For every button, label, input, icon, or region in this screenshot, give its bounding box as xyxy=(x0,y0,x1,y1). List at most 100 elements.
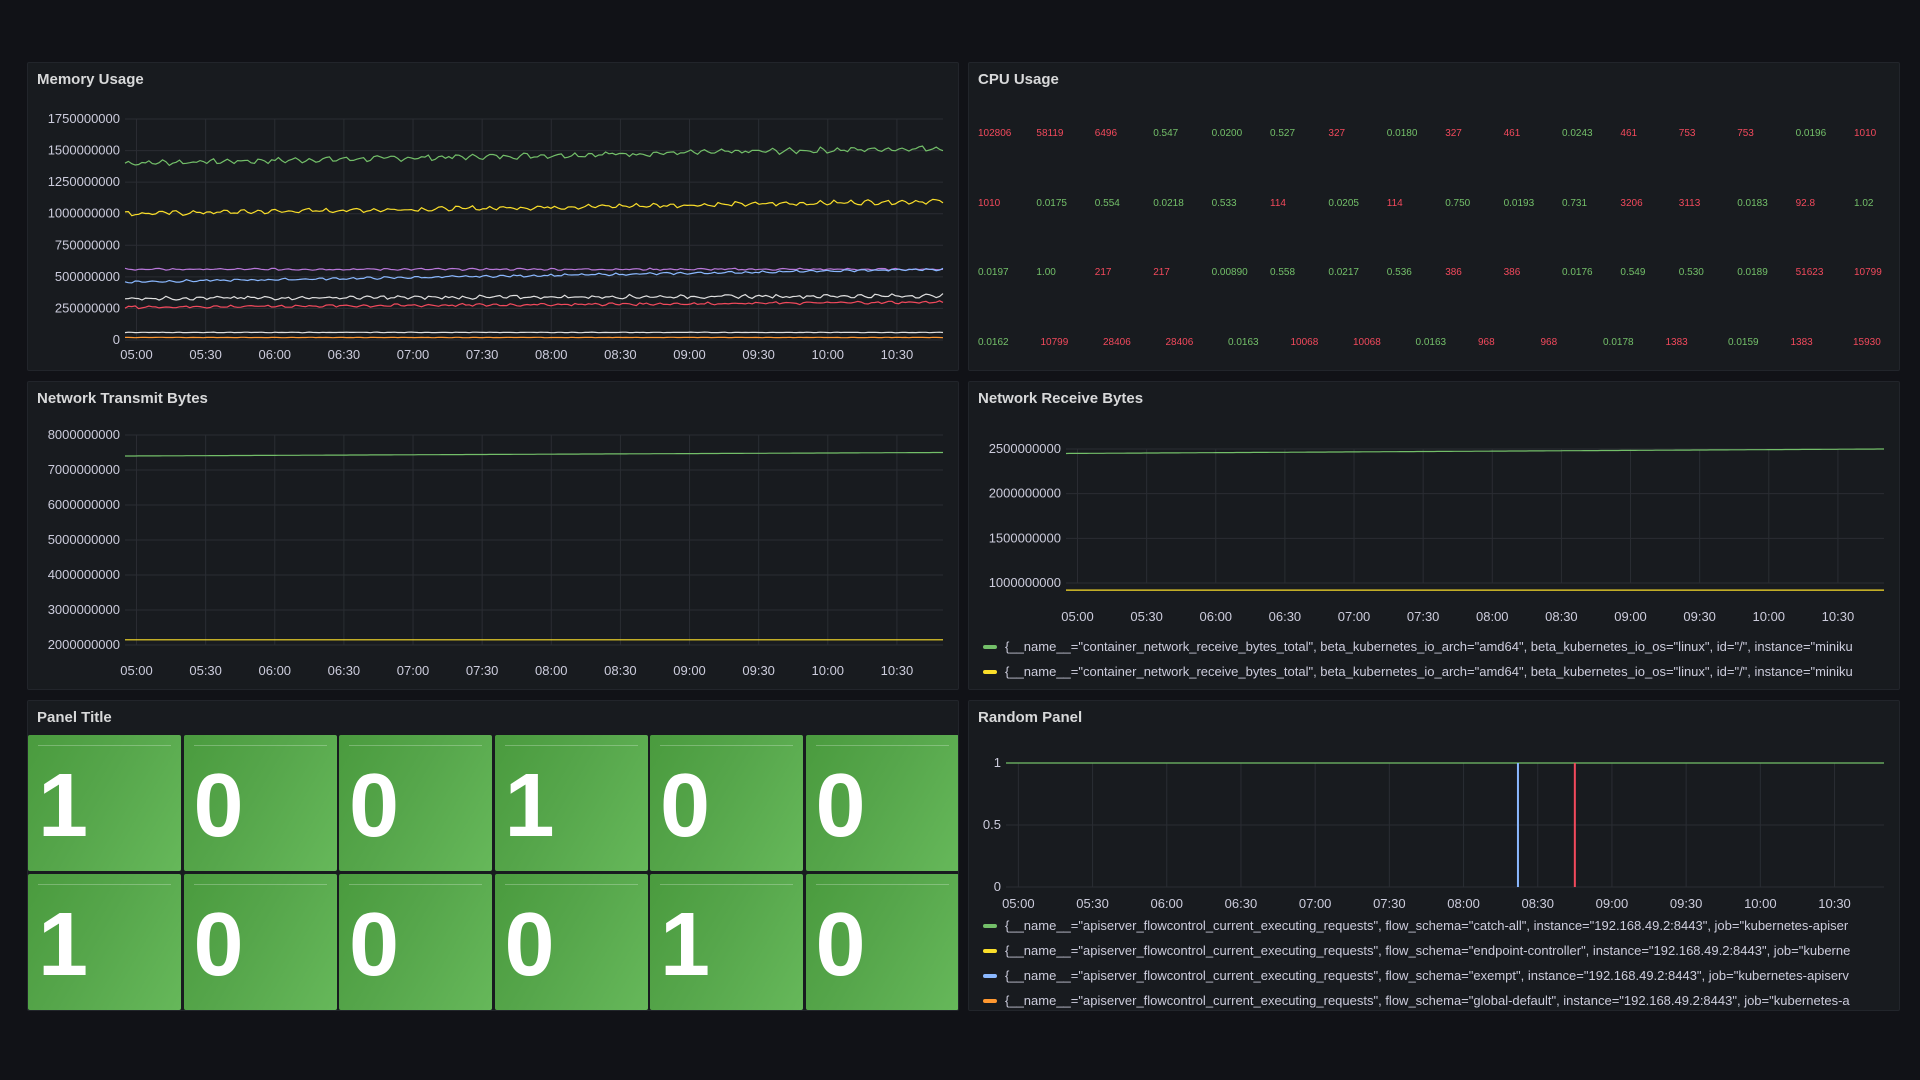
cpu-value: 1.00 xyxy=(1036,267,1056,278)
cpu-value: 58119 xyxy=(1036,128,1064,139)
y-tick-label: 1 xyxy=(994,755,1001,770)
cpu-value: 10799 xyxy=(1040,337,1069,348)
stat-value: 1 xyxy=(504,756,555,856)
legend-item[interactable]: {__name__="container_network_receive_byt… xyxy=(983,634,1893,659)
cpu-value: 0.530 xyxy=(1678,267,1704,278)
y-tick-label: 1250000000 xyxy=(48,174,120,189)
x-tick-label: 06:00 xyxy=(1150,896,1183,911)
memory-usage-panel: Memory Usage 1750000000 1500000000 1250000… xyxy=(27,62,959,371)
stat-sparkline xyxy=(815,883,949,885)
cpu-value: 1010 xyxy=(1854,128,1877,139)
cpu-value: 217 xyxy=(1153,267,1170,278)
stat-cell[interactable]: 1 xyxy=(650,873,803,1010)
cpu-value: 0.536 xyxy=(1386,267,1412,278)
cpu-value: 114 xyxy=(1270,198,1286,209)
legend-item[interactable]: {__name__="apiserver_flowcontrol_current… xyxy=(983,913,1893,938)
legend-item[interactable]: {__name__="container_network_receive_byt… xyxy=(983,659,1893,684)
stat-sparkline xyxy=(504,883,638,885)
net-rx-chart[interactable]: 2500000000 2000000000 1500000000 1000000000… xyxy=(969,382,1900,642)
cpu-value: 3113 xyxy=(1678,198,1701,209)
y-tick-label: 3000000000 xyxy=(48,602,120,617)
stat-sparkline xyxy=(660,883,793,885)
net-tx-chart[interactable]: 8000000000 7000000000 6000000000 5000000000… xyxy=(28,382,959,690)
y-tick-label: 7000000000 xyxy=(48,462,120,477)
x-tick-label: 10:00 xyxy=(1753,609,1786,624)
cpu-value: 102806 xyxy=(978,128,1012,139)
legend-swatch xyxy=(983,923,997,928)
stat-sparkline xyxy=(349,883,482,885)
cpu-value: 0.527 xyxy=(1270,128,1296,139)
stat-panel: Panel Title 1 0 0 1 0 0 1 0 0 0 1 0 xyxy=(27,700,959,1011)
x-tick-label: 06:30 xyxy=(328,663,361,678)
legend-item[interactable]: {__name__="apiserver_flowcontrol_current… xyxy=(983,963,1893,988)
y-tick-label: 6000000000 xyxy=(48,497,120,512)
cpu-value: 28406 xyxy=(1165,337,1194,348)
net-rx-legend: {__name__="container_network_receive_byt… xyxy=(983,634,1893,684)
y-tick-label: 0 xyxy=(113,332,120,347)
y-tick-label: 1000000000 xyxy=(48,206,120,221)
cpu-value: 0.0193 xyxy=(1503,198,1535,209)
x-tick-label: 05:30 xyxy=(189,347,222,362)
legend-label: {__name__="apiserver_flowcontrol_current… xyxy=(1005,968,1849,983)
x-tick-label: 05:00 xyxy=(120,347,153,362)
legend-label: {__name__="container_network_receive_byt… xyxy=(1005,664,1853,679)
cpu-value: 51623 xyxy=(1795,267,1824,278)
stat-cell[interactable]: 0 xyxy=(339,735,492,871)
x-tick-label: 07:00 xyxy=(1299,896,1332,911)
x-tick-label: 08:00 xyxy=(1447,896,1480,911)
x-tick-label: 09:30 xyxy=(1670,896,1703,911)
stat-cell[interactable]: 0 xyxy=(339,873,492,1010)
random-panel: Random Panel 1 0.5 0 05:00 05:30 06:00 06:30 07… xyxy=(968,700,1900,1011)
stat-cell[interactable]: 1 xyxy=(28,873,181,1010)
x-tick-label: 06:30 xyxy=(1225,896,1258,911)
cpu-value: 0.0159 xyxy=(1728,337,1759,348)
random-chart[interactable]: 1 0.5 005:00 05:30 06:00 06:30 07:00 07:30 08:00… xyxy=(969,701,1900,921)
cpu-value: 1383 xyxy=(1790,337,1813,348)
stat-cell[interactable]: 1 xyxy=(494,735,648,871)
stat-cell[interactable]: 0 xyxy=(650,735,803,871)
x-tick-label: 09:30 xyxy=(742,663,775,678)
cpu-value: 0.0176 xyxy=(1562,267,1593,278)
memory-chart[interactable]: 1750000000 1500000000 1250000000 1000000000… xyxy=(28,63,959,371)
stat-cell[interactable]: 0 xyxy=(183,735,337,871)
y-tick-label: 1500000000 xyxy=(989,530,1061,545)
series-green-line xyxy=(125,451,943,457)
series-purple-line xyxy=(124,267,944,272)
stat-value: 1 xyxy=(38,756,89,856)
stat-cell[interactable]: 0 xyxy=(494,873,648,1010)
x-tick-label: 05:00 xyxy=(120,663,153,678)
stat-cell[interactable]: 0 xyxy=(183,873,337,1010)
stat-sparkline xyxy=(38,745,171,746)
legend-swatch xyxy=(983,998,997,1003)
cpu-value: 0.0163 xyxy=(1415,337,1447,348)
cpu-panel-title[interactable]: CPU Usage xyxy=(978,71,1059,88)
stat-cell[interactable]: 0 xyxy=(805,735,958,871)
stat-sparkline xyxy=(815,745,949,746)
stat-cell[interactable]: 0 xyxy=(805,873,958,1010)
cpu-value: 753 xyxy=(1678,128,1696,139)
net-tx-panel-title[interactable]: Network Transmit Bytes xyxy=(37,390,208,407)
legend-item[interactable]: {__name__="apiserver_flowcontrol_current… xyxy=(983,938,1893,963)
y-tick-label: 500000000 xyxy=(55,269,120,284)
series-white-line xyxy=(124,331,944,334)
x-tick-label: 10:00 xyxy=(812,663,845,678)
stat-cell[interactable]: 1 xyxy=(28,735,181,871)
legend-label: {__name__="apiserver_flowcontrol_current… xyxy=(1005,943,1851,958)
x-tick-label: 08:30 xyxy=(604,347,637,362)
network-transmit-panel: Network Transmit Bytes 8000000000 7000000… xyxy=(27,381,959,690)
cpu-value: 0.0189 xyxy=(1737,267,1768,278)
cpu-value: 0.547 xyxy=(1153,128,1179,139)
random-panel-title[interactable]: Random Panel xyxy=(978,709,1083,726)
memory-panel-title[interactable]: Memory Usage xyxy=(37,71,144,88)
series-green-line xyxy=(124,145,944,167)
x-tick-label: 08:30 xyxy=(1521,896,1554,911)
network-receive-panel: Network Receive Bytes 2500000000 20000000… xyxy=(968,381,1900,690)
legend-item[interactable]: {__name__="apiserver_flowcontrol_current… xyxy=(983,988,1893,1010)
stat-panel-title[interactable]: Panel Title xyxy=(37,709,112,726)
x-tick-label: 08:00 xyxy=(535,347,568,362)
x-tick-label: 08:30 xyxy=(604,663,637,678)
y-tick-label: 1500000000 xyxy=(48,143,120,158)
net-rx-panel-title[interactable]: Network Receive Bytes xyxy=(978,390,1144,407)
cpu-value: 0.0183 xyxy=(1737,198,1768,209)
cpu-value: 0.558 xyxy=(1270,267,1296,278)
